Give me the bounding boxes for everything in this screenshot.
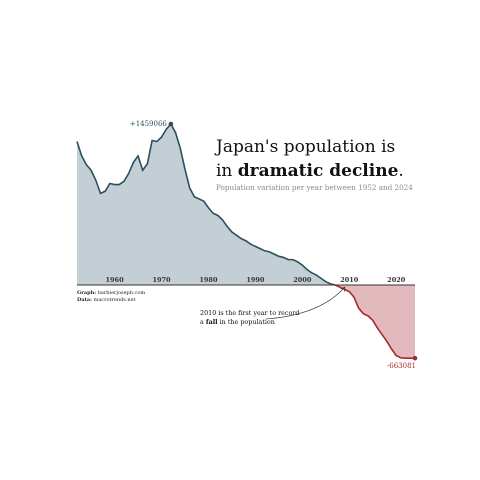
negative-area [335, 285, 415, 359]
x-tick-label: 1970 [152, 276, 171, 284]
title-line2-bold: dramatic decline [238, 161, 399, 181]
title-line2-prefix: in [216, 161, 238, 181]
x-tick-label: 2010 [340, 276, 359, 284]
credit-graph-label: Graph: [77, 290, 96, 296]
annotation-line2-prefix: a [200, 318, 206, 326]
x-axis-ticks: 1960 1970 1980 1990 2000 2010 2020 [106, 276, 406, 284]
x-tick-label: 2000 [293, 276, 312, 284]
min-label: -663081 [387, 362, 416, 370]
credit-data-label: Data: [77, 297, 92, 303]
credit-graph-value: barbierjoseph.com [98, 290, 146, 296]
annotation-arrowhead [340, 286, 346, 292]
annotation-line2-suffix: in the population [218, 318, 275, 326]
x-tick-label: 2020 [387, 276, 406, 284]
credit-graph: Graph: barbierjoseph.com [77, 290, 145, 296]
annotation-line1: 2010 is the first year to record [200, 309, 300, 317]
positive-line [76, 122, 336, 286]
negative-line [334, 284, 415, 359]
chart-title-line1: Japan's population is [214, 137, 395, 157]
annotation-line2-bold: fall [206, 318, 218, 326]
max-point [168, 121, 174, 127]
x-tick-label: 1960 [106, 276, 125, 284]
max-label: +1459066 [130, 120, 168, 128]
credit-data-value: macrotrends.net [94, 297, 136, 303]
chart-subtitle: Population variation per year between 19… [216, 183, 413, 192]
x-tick-label: 1980 [199, 276, 218, 284]
min-point [412, 355, 418, 361]
credit-data: Data: macrotrends.net [77, 297, 136, 303]
x-tick-label: 1990 [246, 276, 265, 284]
title-line2-suffix: . [398, 161, 403, 181]
chart-title-line2: in dramatic decline. [216, 161, 404, 181]
annotation-arrow [265, 286, 346, 320]
annotation-line2: a fall in the population [200, 318, 275, 326]
